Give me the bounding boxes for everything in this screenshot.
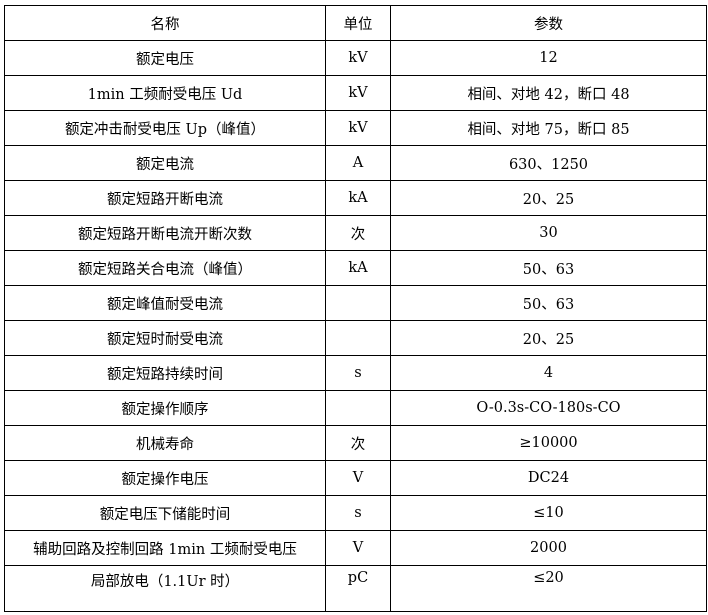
cell-name: 额定电流	[4, 145, 326, 181]
table-row: 额定短时耐受电流 20、25	[4, 320, 707, 356]
cell-value: 相间、对地 42，断口 48	[390, 75, 707, 111]
cell-unit: pC	[325, 565, 391, 612]
cell-value: ≤20	[390, 565, 707, 612]
header-value: 参数	[390, 5, 707, 41]
cell-value: 2000	[390, 530, 707, 566]
header-row: 名称 单位 参数	[4, 5, 707, 41]
cell-unit: kA	[325, 250, 391, 286]
table-row: 额定电压下储能时间 s ≤10	[4, 495, 707, 531]
cell-value: 20、25	[390, 180, 707, 216]
table-row: 额定冲击耐受电压 Up（峰值） kV 相间、对地 75，断口 85	[4, 110, 707, 146]
table-row: 额定短路开断电流开断次数次 30	[4, 215, 707, 251]
cell-value: ≤10	[390, 495, 707, 531]
cell-unit: A	[325, 145, 391, 181]
cell-name: 额定短路开断电流开断次数	[4, 215, 326, 251]
header-unit: 单位	[325, 5, 391, 41]
cell-name: 额定操作电压	[4, 460, 326, 496]
cell-unit: V	[325, 460, 391, 496]
cell-value: DC24	[390, 460, 707, 496]
cell-unit: kV	[325, 40, 391, 76]
cell-value: 12	[390, 40, 707, 76]
cell-value: 4	[390, 355, 707, 391]
cell-unit: s	[325, 495, 391, 531]
cell-name: 额定电压下储能时间	[4, 495, 326, 531]
cell-value: 20、25	[390, 320, 707, 356]
cell-name: 辅助回路及控制回路 1min 工频耐受电压	[4, 530, 326, 566]
table-row: 辅助回路及控制回路 1min 工频耐受电压 V 2000	[4, 530, 707, 566]
cell-unit: s	[325, 355, 391, 391]
table-row: 额定操作电压 V DC24	[4, 460, 707, 496]
table-row: 额定短路开断电流 kA 20、25	[4, 180, 707, 216]
cell-unit	[325, 285, 391, 321]
cell-value: 630、1250	[390, 145, 707, 181]
cell-unit	[325, 390, 391, 426]
cell-unit: 次	[325, 215, 391, 251]
cell-name: 额定冲击耐受电压 Up（峰值）	[4, 110, 326, 146]
cell-name: 1min 工频耐受电压 Ud	[4, 75, 326, 111]
table-row: 额定电压 kV 12	[4, 40, 707, 76]
cell-value: 30	[390, 215, 707, 251]
cell-value: ≥10000	[390, 425, 707, 461]
cell-unit: kV	[325, 75, 391, 111]
table-row: 额定短路关合电流（峰值） kA 50、63	[4, 250, 707, 286]
cell-unit: V	[325, 530, 391, 566]
table-row: 额定操作顺序 O-0.3s-CO-180s-CO	[4, 390, 707, 426]
cell-unit: kA	[325, 180, 391, 216]
cell-name: 额定操作顺序	[4, 390, 326, 426]
parameters-table: 名称 单位 参数 额定电压 kV 12 1min 工频耐受电压 Ud kV 相间、对地 4…	[4, 5, 707, 612]
cell-name: 额定短时耐受电流	[4, 320, 326, 356]
cell-unit	[325, 320, 391, 356]
cell-name: 局部放电（1.1Ur 时）	[4, 565, 326, 612]
cell-name: 额定峰值耐受电流	[4, 285, 326, 321]
cell-unit: kV	[325, 110, 391, 146]
cell-value: 50、63	[390, 250, 707, 286]
cell-value: 50、63	[390, 285, 707, 321]
cell-unit: 次	[325, 425, 391, 461]
cell-name: 额定短路关合电流（峰值）	[4, 250, 326, 286]
table-row: 机械寿命次 ≥10000	[4, 425, 707, 461]
header-name: 名称	[4, 5, 326, 41]
table-row: 额定短路持续时间 s 4	[4, 355, 707, 391]
cell-name: 额定短路持续时间	[4, 355, 326, 391]
table-row: 1min 工频耐受电压 Ud kV 相间、对地 42，断口 48	[4, 75, 707, 111]
cell-name: 额定电压	[4, 40, 326, 76]
cell-value: O-0.3s-CO-180s-CO	[390, 390, 707, 426]
cell-value: 相间、对地 75，断口 85	[390, 110, 707, 146]
table-row: 额定电流 A 630、1250	[4, 145, 707, 181]
cell-name: 额定短路开断电流	[4, 180, 326, 216]
cell-name: 机械寿命	[4, 425, 326, 461]
table-row: 额定峰值耐受电流 50、63	[4, 285, 707, 321]
table-row: 局部放电（1.1Ur 时） pC ≤20	[4, 565, 707, 612]
